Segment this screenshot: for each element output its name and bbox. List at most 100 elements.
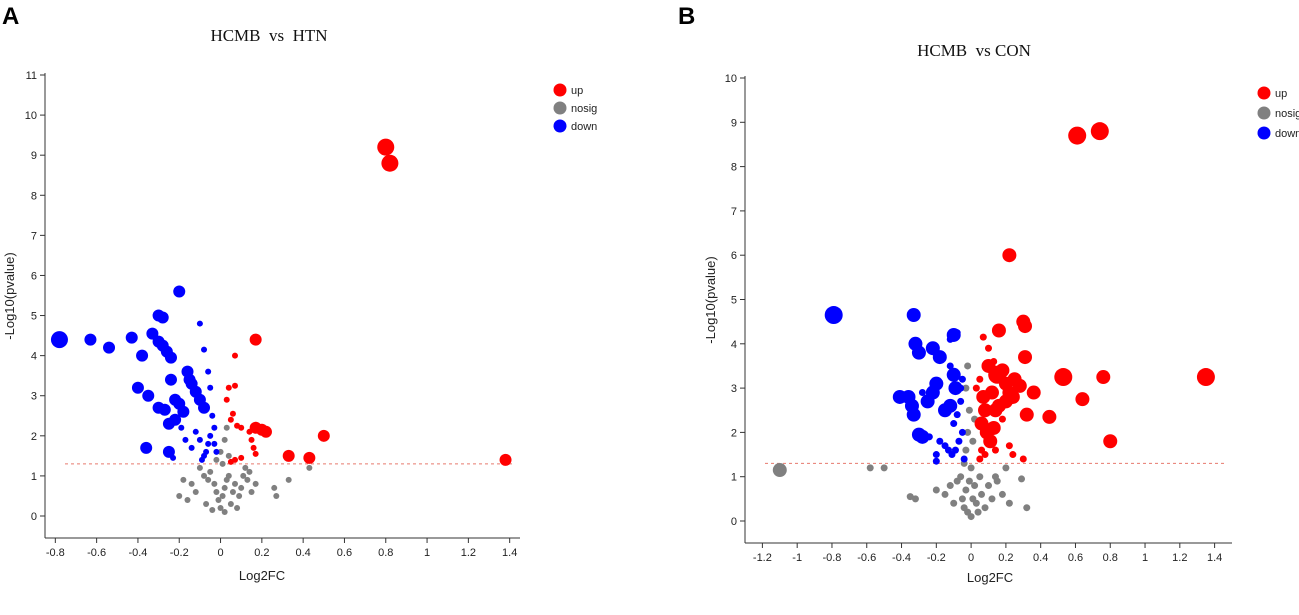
point-down-a	[131, 381, 144, 394]
point-nosig-b	[991, 473, 999, 481]
x-tick-label-a: 0	[217, 547, 223, 559]
point-up-a	[248, 436, 255, 443]
point-nosig-b	[880, 464, 888, 472]
point-nosig-a	[203, 500, 210, 507]
legend-marker-nosig-a	[553, 101, 567, 115]
x-tick-label-a: 0.8	[378, 547, 393, 559]
x-tick-label-a: -0.2	[170, 547, 189, 559]
point-nosig-a	[244, 476, 251, 483]
point-up-a	[250, 444, 257, 451]
x-tick-label-a: 1.4	[502, 547, 517, 559]
point-down-a	[162, 445, 175, 458]
point-nosig-b	[971, 482, 979, 490]
point-nosig-b	[972, 499, 980, 507]
point-down-a	[213, 448, 220, 455]
x-tick-label-a: -0.6	[87, 547, 106, 559]
x-tick-label-a: 1	[424, 547, 430, 559]
point-nosig-b	[988, 495, 996, 503]
legend-b: up nosig down	[1257, 86, 1299, 140]
point-down-b	[948, 381, 963, 396]
point-down-a	[164, 373, 177, 386]
chart-title-a: HCMB vs HTN	[210, 26, 327, 45]
y-tick-label-b: 5	[731, 295, 737, 307]
point-up-a	[232, 352, 238, 359]
point-up-a	[229, 410, 236, 417]
point-nosig-a	[221, 484, 228, 491]
point-nosig-a	[184, 496, 191, 503]
point-nosig-a	[201, 472, 208, 479]
panel-letter-b: B	[678, 3, 695, 30]
point-down-a	[207, 384, 214, 391]
point-down-a	[198, 401, 211, 414]
point-nosig-a	[285, 476, 292, 483]
point-up-a	[282, 449, 295, 462]
point-nosig-b	[976, 473, 984, 481]
point-nosig-a	[221, 508, 228, 515]
point-up-b	[981, 451, 989, 459]
legend-marker-up-a	[553, 83, 567, 97]
point-nosig-a	[234, 504, 241, 511]
point-nosig-b	[941, 490, 949, 498]
point-nosig-a	[242, 464, 249, 471]
y-tick-label-a: 3	[31, 391, 37, 403]
x-tick-label-b: 1.2	[1172, 552, 1187, 564]
point-down-a	[183, 373, 196, 386]
x-tick-label-a: 0.4	[296, 547, 311, 559]
x-tick-label-b: -1.2	[753, 552, 772, 564]
point-down-a	[196, 436, 203, 443]
point-nosig-b	[1023, 504, 1031, 512]
point-nosig-a	[252, 480, 259, 487]
point-down-b	[953, 411, 961, 419]
point-down-b	[946, 362, 954, 370]
y-tick-label-b: 4	[731, 339, 737, 351]
point-up-a	[249, 333, 262, 346]
legend-label-nosig-a: nosig	[571, 103, 597, 115]
point-down-a	[169, 393, 182, 406]
point-nosig-a	[188, 480, 195, 487]
x-tick-label-b: 0.6	[1068, 552, 1083, 564]
x-axis-label-b: Log2FC	[967, 570, 1013, 585]
point-up-b	[1068, 126, 1087, 145]
point-down-a	[136, 349, 149, 362]
y-tick-label-b: 10	[725, 73, 737, 85]
y-tick-label-a: 8	[31, 190, 37, 202]
chart-title-b: HCMB vs CON	[917, 41, 1031, 60]
point-nosig-a	[229, 488, 236, 495]
panel-a: A HCMB vs HTN Log2FC -Log10(pvalue) 0 1 2 3…	[2, 3, 597, 583]
point-down-b	[920, 394, 935, 409]
point-nosig-b	[866, 464, 874, 472]
point-down-b	[958, 428, 966, 436]
point-down-a	[84, 333, 97, 346]
point-down-a	[207, 432, 214, 439]
y-tick-label-a: 7	[31, 230, 37, 242]
x-tick-label-b: 0	[968, 552, 974, 564]
point-nosig-a	[232, 480, 238, 487]
x-tick-label-a: -0.8	[46, 547, 65, 559]
x-axis-label-a: Log2FC	[239, 568, 285, 583]
point-down-b	[892, 389, 907, 404]
point-down-b	[906, 308, 921, 323]
legend-label-down-a: down	[571, 121, 597, 133]
y-tick-label-a: 10	[25, 110, 37, 122]
y-tick-label-a: 4	[31, 351, 37, 363]
point-nosig-b	[950, 499, 958, 507]
point-up-b	[985, 344, 992, 352]
point-up-b	[1005, 389, 1020, 404]
point-down-a	[169, 413, 182, 426]
point-up-b	[1018, 350, 1033, 365]
point-nosig-b	[772, 463, 787, 478]
point-down-b	[955, 437, 963, 445]
point-up-b	[1090, 122, 1109, 141]
point-nosig-a	[221, 436, 228, 443]
point-nosig-b	[946, 482, 954, 490]
point-nosig-a	[236, 492, 243, 499]
point-nosig-a	[217, 448, 224, 455]
y-tick-label-b: 9	[731, 117, 737, 129]
y-tick-label-b: 1	[731, 472, 737, 484]
point-nosig-a	[205, 476, 212, 483]
point-up-b	[978, 403, 993, 418]
point-up-b	[991, 446, 999, 454]
point-nosig-a	[306, 464, 313, 471]
point-up-a	[499, 453, 512, 466]
point-nosig-b	[1002, 464, 1010, 472]
